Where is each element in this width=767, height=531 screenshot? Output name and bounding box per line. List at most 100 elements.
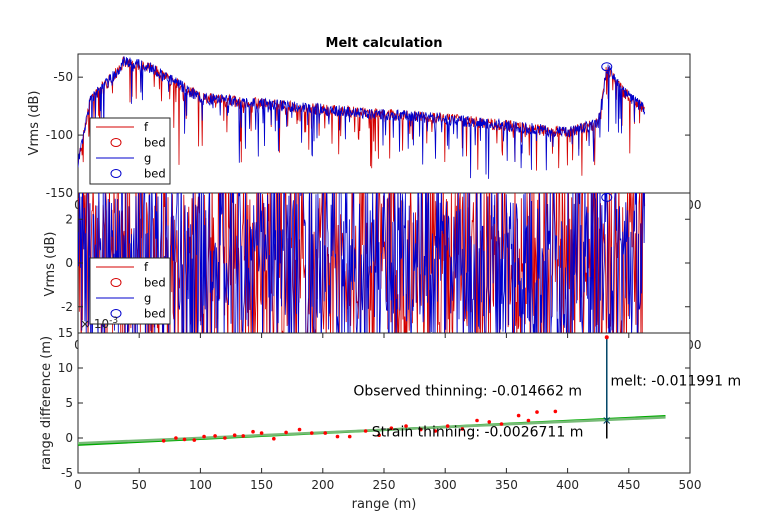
data-point (418, 427, 423, 432)
data-point (259, 431, 264, 435)
data-point (232, 433, 237, 438)
data-point (335, 434, 340, 439)
x-tick-label: 50 (132, 478, 147, 492)
data-point (347, 434, 352, 439)
legend-label: bed (144, 276, 166, 290)
data-point (526, 418, 531, 423)
data-point (535, 410, 539, 414)
legend-circle-swatch (110, 278, 122, 287)
panel2-series (78, 192, 646, 333)
x-tick-label: 100 (189, 478, 212, 492)
data-point (202, 434, 206, 439)
panel2-series-group (78, 193, 646, 333)
annotation-text: melt: -0.011991 m (610, 374, 741, 390)
legend-box (89, 117, 171, 185)
data-point (389, 426, 394, 431)
x-tick-label: 300 (434, 478, 457, 492)
y-tick-label: -5 (61, 466, 73, 480)
data-point (192, 438, 197, 442)
data-point (475, 418, 479, 423)
data-point (174, 436, 178, 440)
data-point (241, 434, 246, 438)
y-tick-label: 15 (58, 326, 73, 340)
x-tick-label: 400 (556, 478, 579, 492)
panel3-ylabel: range difference (m) (39, 336, 54, 470)
x-tick-label: 350 (495, 478, 518, 492)
data-point (445, 424, 450, 428)
legend-label: g (144, 291, 151, 305)
panel2-ylabel: Vrms (dB) (43, 232, 58, 297)
legend-label: g (144, 151, 151, 165)
panel3-xlabel: range (m) (352, 497, 417, 512)
legend-circle-swatch (110, 138, 122, 147)
data-point (309, 431, 314, 435)
panel1-ylabel: Vrms (dB) (27, 91, 42, 156)
data-point (516, 413, 521, 418)
data-point (297, 427, 302, 432)
x-tick-label: 500 (679, 478, 702, 492)
data-point (363, 429, 368, 433)
data-point (553, 409, 558, 414)
panel1-ticks: -150-100-500500 (46, 54, 701, 212)
y-tick-label: -2 (61, 300, 73, 314)
legend-label: f (144, 120, 149, 134)
panel3-frame (77, 332, 691, 474)
panel1-series-line (78, 56, 646, 179)
panel2-bed-marker (601, 192, 613, 202)
panel3-plot (77, 335, 666, 446)
data-point (460, 427, 465, 431)
data-point (284, 430, 288, 435)
x-tick-label: 250 (373, 478, 396, 492)
legend-label: bed (144, 136, 166, 150)
y-tick-label: 0 (65, 256, 73, 270)
melt-marker-top (604, 335, 609, 340)
x-tick-label: 0 (74, 478, 82, 492)
legend-label: bed (144, 167, 166, 181)
data-point (161, 439, 166, 443)
data-point (251, 429, 255, 434)
data-point (433, 429, 438, 433)
legend-label: bed (144, 307, 166, 321)
x-tick-label: 200 (311, 478, 334, 492)
data-point (499, 422, 504, 426)
panel1-frame (77, 53, 691, 194)
y-tick-label: 2 (65, 212, 73, 226)
legend-circle-swatch (110, 309, 122, 318)
chart-title: Melt calculation (326, 36, 443, 51)
panel1-series (78, 56, 646, 179)
data-point (487, 420, 492, 424)
y-tick-label: 10 (58, 361, 73, 375)
data-point (223, 436, 227, 440)
data-point (377, 433, 381, 438)
panel2-series-line (78, 193, 645, 333)
y-tick-label: 5 (65, 396, 73, 410)
x-tick-label: 150 (250, 478, 273, 492)
legend-label: f (144, 260, 149, 274)
x-tick-label: 450 (617, 478, 640, 492)
panel1-bed-marker (601, 62, 613, 72)
data-point (213, 434, 217, 438)
annotation-text: Strain thinning: -0.0026711 m (372, 425, 584, 441)
annotation-text: Observed thinning: -0.014662 m (353, 383, 582, 399)
panel1-series-group (78, 56, 646, 179)
y-tick-label: 0 (65, 431, 73, 445)
data-point (272, 436, 276, 441)
panel3-exponent-label: × 10-3 (80, 316, 118, 331)
legend-box (89, 257, 171, 325)
y-tick-label: -50 (53, 70, 73, 84)
exponent-power: -3 (109, 316, 118, 326)
data-point (323, 431, 328, 435)
exponent-base: × 10 (80, 317, 109, 331)
legend-circle-swatch (110, 169, 122, 178)
y-tick-label: -100 (46, 128, 73, 142)
panel2-series-line (78, 193, 646, 333)
data-point (182, 437, 187, 442)
panel3-annotations: Observed thinning: -0.014662 m Strain thi… (353, 374, 741, 441)
melt-marker-cross (603, 417, 611, 424)
data-point (404, 424, 408, 428)
